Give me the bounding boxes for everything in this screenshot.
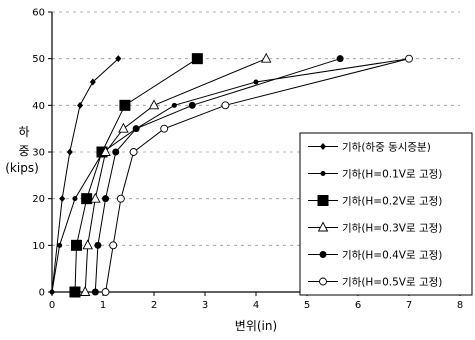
legend-item: 기하(H=0.1V로 고정) xyxy=(308,168,442,181)
legend-label: 기하(H=0.3V로 고정) xyxy=(342,222,442,235)
data-point xyxy=(115,55,122,63)
series-group xyxy=(49,52,413,298)
y-axis-title: 하 xyxy=(18,125,29,139)
data-point xyxy=(57,242,63,248)
y-tick-label: 10 xyxy=(32,241,45,252)
data-point xyxy=(49,289,55,295)
data-point xyxy=(253,79,259,85)
x-tick-label: 4 xyxy=(253,300,259,311)
data-point xyxy=(91,288,99,296)
series-1 xyxy=(49,55,122,296)
x-axis-title: 변위(in) xyxy=(235,319,277,333)
series-4 xyxy=(79,52,272,296)
x-tick-label: 6 xyxy=(355,300,361,311)
legend-item: 기하(H=0.5V로 고정) xyxy=(308,276,442,289)
data-point xyxy=(405,54,413,63)
data-point xyxy=(112,148,120,156)
data-point xyxy=(94,241,102,249)
legend-label: 기하(H=0.5V로 고정) xyxy=(342,276,442,289)
series-3 xyxy=(69,53,203,298)
legend-marker xyxy=(317,195,329,206)
y-tick-label: 60 xyxy=(32,8,45,19)
data-point xyxy=(336,55,344,63)
x-tick-label: 0 xyxy=(49,300,55,311)
y-tick-label: 40 xyxy=(32,101,45,112)
data-point xyxy=(100,146,111,156)
x-tick-label: 7 xyxy=(406,300,412,311)
series-line xyxy=(51,58,410,293)
series-line xyxy=(51,58,119,293)
data-point xyxy=(77,101,84,109)
y-axis-title: (kips) xyxy=(5,161,39,175)
legend-marker xyxy=(319,251,327,258)
x-tick-label: 2 xyxy=(151,300,157,311)
data-point xyxy=(59,195,66,203)
legend-item: 기하(H=0.2V로 고정) xyxy=(308,195,442,208)
x-tick-label: 5 xyxy=(304,300,310,311)
series-5 xyxy=(91,55,344,296)
series-6 xyxy=(101,54,413,296)
y-tick-label: 20 xyxy=(32,194,45,205)
data-point xyxy=(66,148,73,156)
x-tick-label: 3 xyxy=(202,300,208,311)
data-point xyxy=(118,122,129,133)
gridlines xyxy=(52,11,460,246)
data-point xyxy=(101,288,110,296)
legend-marker xyxy=(317,221,329,232)
legend: 기하(하중 동시증분) 기하(H=0.1V로 고정) 기하(H=0.2V로 고정) 기… xyxy=(299,132,473,296)
data-point xyxy=(70,239,82,251)
series-line xyxy=(84,58,267,293)
y-axis-title: 중 xyxy=(18,144,29,158)
data-point xyxy=(69,286,81,298)
legend-item: 기하(하중 동시증분) xyxy=(308,141,431,154)
legend-marker xyxy=(320,143,326,150)
data-point xyxy=(102,195,110,203)
legend-label: 기하(H=0.2V로 고정) xyxy=(342,195,442,208)
data-point xyxy=(82,239,93,250)
data-point xyxy=(171,102,177,108)
legend-box xyxy=(299,132,473,296)
data-point xyxy=(148,99,160,110)
legend-label: 기하(하중 동시증분) xyxy=(342,141,431,154)
x-tick-label: 8 xyxy=(457,300,463,311)
data-point xyxy=(129,148,138,156)
data-point xyxy=(119,99,131,111)
y-tick-label: 30 xyxy=(32,148,45,159)
data-point xyxy=(260,52,272,63)
data-point xyxy=(109,241,118,250)
data-point xyxy=(132,125,140,133)
y-tick-label: 0 xyxy=(39,288,45,299)
legend-marker xyxy=(320,171,326,176)
y-tick-label: 50 xyxy=(32,54,45,65)
legend-label: 기하(H=0.1V로 고정) xyxy=(342,168,442,181)
data-point xyxy=(89,78,96,86)
data-point xyxy=(160,124,169,133)
data-point xyxy=(90,192,101,203)
data-point xyxy=(116,194,125,203)
data-point xyxy=(81,193,93,205)
legend-marker xyxy=(319,277,327,286)
data-point xyxy=(72,196,78,202)
data-point xyxy=(79,286,91,296)
x-tick-label: 1 xyxy=(100,300,106,311)
data-point xyxy=(221,101,230,110)
legend-item: 기하(H=0.3V로 고정) xyxy=(308,222,442,235)
axis-titles: 변위(in) 하중 (kips) xyxy=(5,125,277,333)
series-line xyxy=(74,58,198,293)
legend-item: 기하(H=0.4V로 고정) xyxy=(308,249,442,262)
data-point xyxy=(191,53,203,65)
legend-label: 기하(H=0.4V로 고정) xyxy=(342,249,442,262)
data-point xyxy=(188,101,196,109)
data-point xyxy=(96,146,108,158)
